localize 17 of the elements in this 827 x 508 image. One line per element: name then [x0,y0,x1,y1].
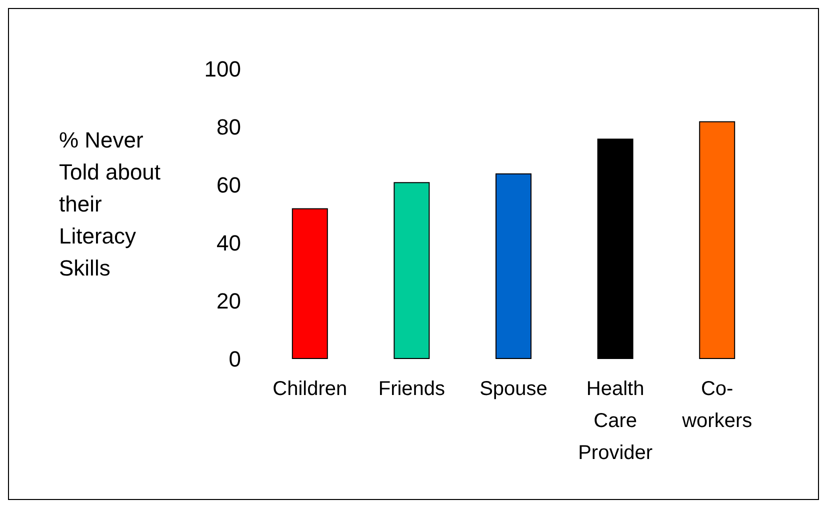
y-axis-title: % Never Told about their Literacy Skills [59,128,161,280]
y-tick-label: 40 [216,230,241,256]
x-tick-label: Health Care Provider [578,378,653,464]
bar [699,121,736,359]
bar [496,173,532,359]
x-tick-label: Co- workers [681,378,752,432]
x-tick-label: Friends [378,378,446,400]
x-tick-label: Children [272,378,348,400]
bar [394,182,430,359]
y-tick-label: 60 [216,172,241,198]
bar [597,138,634,359]
y-tick-label: 100 [204,56,241,82]
y-tick-label: 0 [228,346,241,372]
y-tick-label: 80 [216,114,241,140]
y-tick-label: 20 [216,288,241,314]
bar [292,208,328,359]
x-tick-label: Spouse [480,378,548,400]
